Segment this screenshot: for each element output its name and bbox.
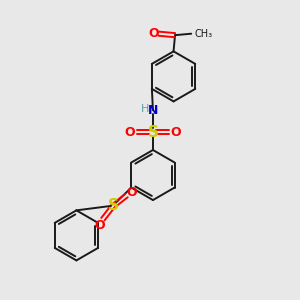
Text: S: S xyxy=(108,198,119,213)
Text: O: O xyxy=(94,219,105,232)
Text: O: O xyxy=(148,27,159,40)
Text: O: O xyxy=(171,126,181,139)
Text: S: S xyxy=(147,125,158,140)
Text: O: O xyxy=(126,186,137,199)
Text: CH₃: CH₃ xyxy=(195,29,213,39)
Text: O: O xyxy=(125,126,135,139)
Text: H: H xyxy=(140,104,149,114)
Text: N: N xyxy=(148,104,158,117)
